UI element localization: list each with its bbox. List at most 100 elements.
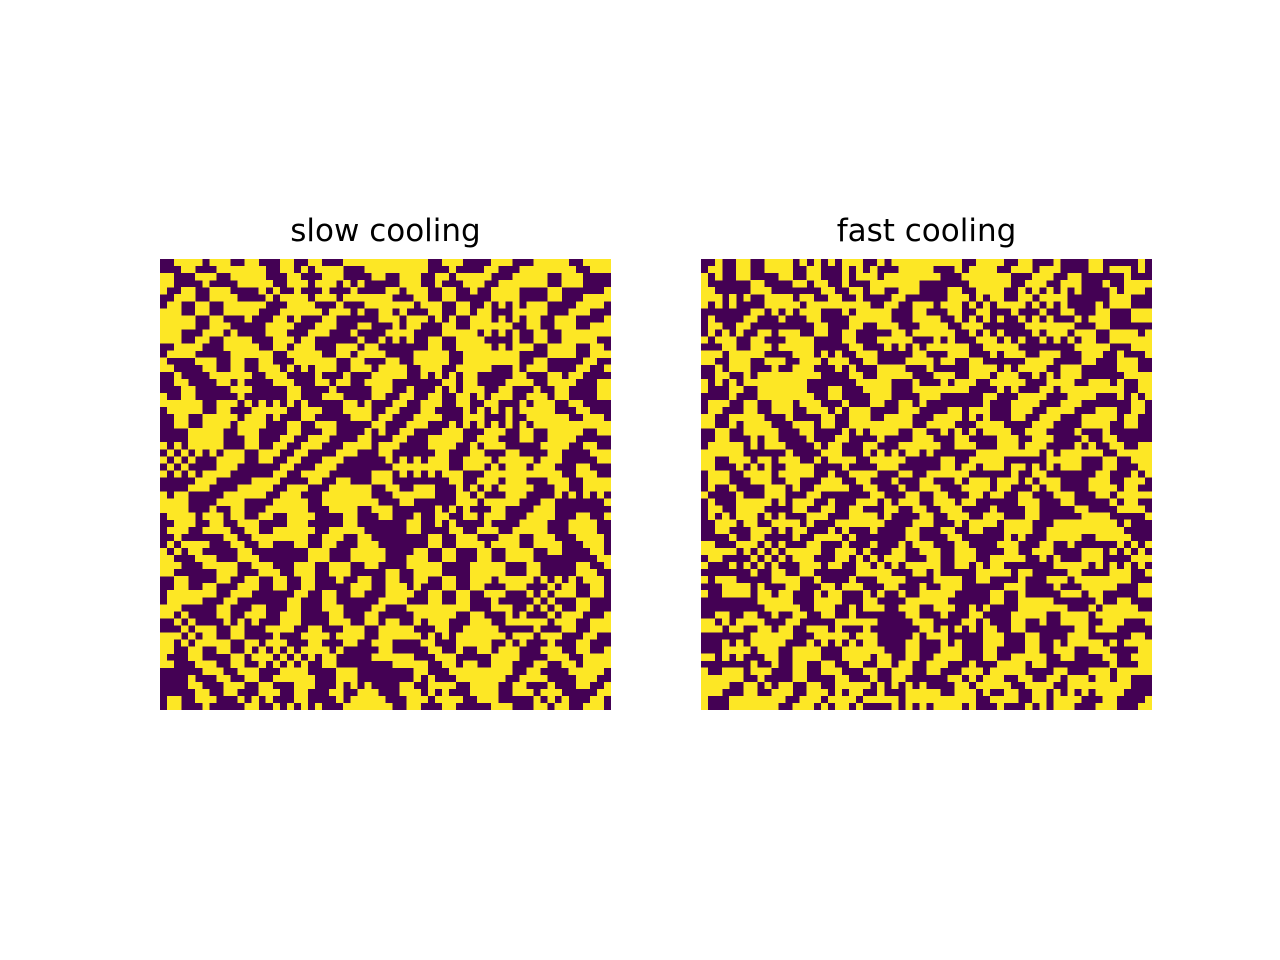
heatmap-cell [1046,266,1054,274]
heatmap-cell [996,442,1005,450]
heatmap-cell [1032,632,1040,640]
heatmap-cell [181,526,189,534]
heatmap-cell [891,477,899,485]
heatmap-cell [1018,399,1026,408]
heatmap-cell [1123,639,1132,647]
heatmap-cell [1102,519,1110,527]
heatmap-cell [399,590,407,598]
heatmap-cell [1025,498,1033,506]
heatmap-cell [799,308,807,316]
heatmap-cell [1060,702,1068,710]
heatmap-cell [307,357,316,365]
heatmap-cell [575,604,583,612]
heatmap-cell [1067,378,1075,386]
heatmap-cell [1046,287,1054,295]
heatmap-cell [785,294,793,302]
heatmap-cell [926,695,934,704]
heatmap-cell [940,625,948,633]
heatmap-cell [1025,702,1033,710]
heatmap-cell [484,428,492,436]
heatmap-cell [856,421,864,429]
heatmap-cell [1060,618,1068,626]
heatmap-cell [484,315,492,323]
heatmap-cell [470,442,478,450]
heatmap-cell [477,688,485,697]
heatmap-cell [708,357,716,365]
heatmap-cell [813,315,821,323]
heatmap-cell [848,547,857,556]
heatmap-cell [1123,533,1132,542]
heatmap-cell [498,350,506,358]
heatmap-cell [322,294,330,302]
heatmap-cell [463,273,471,281]
heatmap-cell [1074,569,1082,577]
heatmap-cell [589,350,598,358]
heatmap-cell [792,576,800,584]
heatmap-cell [1130,477,1139,485]
heatmap-cell [357,280,365,288]
heatmap-cell [181,583,189,591]
heatmap-cell [1032,688,1040,697]
heatmap-cell [1032,421,1040,429]
heatmap-cell [286,364,295,372]
heatmap-cell [1123,301,1132,309]
heatmap-cell [1102,512,1110,520]
heatmap-cell [329,322,337,330]
heatmap-cell [216,456,224,464]
heatmap-cell [575,597,583,605]
heatmap-cell [715,554,723,563]
heatmap-cell [954,554,962,563]
heatmap-cell [350,491,358,499]
heatmap-cell [519,526,527,534]
heatmap-cell [209,632,217,640]
heatmap-cell [722,547,730,556]
heatmap-cell [244,280,252,288]
heatmap-cell [884,554,892,563]
heatmap-cell [827,498,836,506]
heatmap-cell [223,674,231,682]
heatmap-cell [940,632,948,640]
heatmap-cell [743,590,751,598]
heatmap-cell [764,435,772,443]
heatmap-cell [757,343,765,351]
heatmap-cell [841,259,850,267]
heatmap-cell [470,667,478,675]
heatmap-cell [757,533,765,542]
heatmap-cell [806,554,814,563]
heatmap-cell [961,273,969,281]
heatmap-cell [470,569,478,577]
heatmap-cell [209,364,217,372]
heatmap-cell [272,625,280,633]
heatmap-cell [1018,660,1026,668]
heatmap-cell [877,562,885,570]
heatmap-cell [160,273,168,281]
heatmap-cell [477,350,485,358]
heatmap-cell [820,597,828,605]
heatmap-cell [1137,505,1146,513]
heatmap-cell [743,702,751,710]
heatmap-cell [940,526,948,534]
heatmap-cell [729,583,737,591]
heatmap-cell [919,583,927,591]
heatmap-cell [181,259,189,267]
heatmap-cell [293,674,302,682]
heatmap-cell [743,315,751,323]
heatmap-cell [1074,280,1082,288]
heatmap-cell [293,618,302,626]
heatmap-cell [533,526,541,534]
heatmap-cell [265,681,273,690]
heatmap-cell [406,336,414,344]
heatmap-cell [975,364,984,372]
heatmap-cell [364,406,372,415]
heatmap-cell [406,660,414,668]
heatmap-cell [1081,329,1089,337]
heatmap-cell [1088,681,1096,690]
heatmap-cell [434,371,443,379]
heatmap-cell [526,308,534,316]
heatmap-cell [230,350,238,358]
heatmap-cell [596,702,605,710]
heatmap-cell [498,674,506,682]
heatmap-cell [898,336,906,344]
heatmap-cell [1081,512,1089,520]
heatmap-cell [188,681,196,690]
